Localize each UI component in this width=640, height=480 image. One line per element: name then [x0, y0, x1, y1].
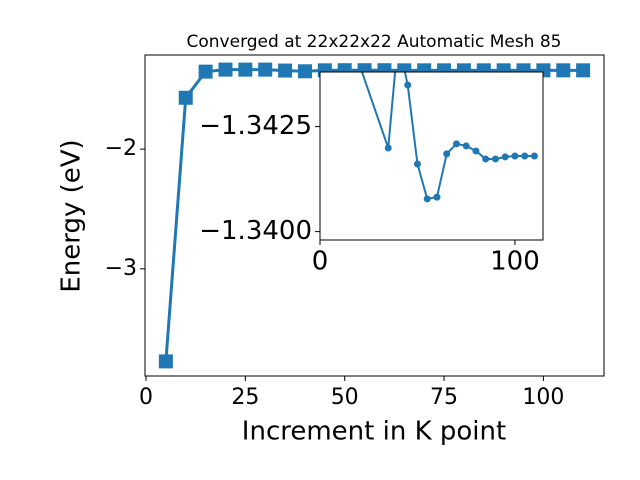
marker [443, 150, 451, 158]
marker [404, 81, 412, 89]
marker [413, 160, 421, 168]
y-axis-label: Energy (eV) [57, 139, 87, 292]
y-tick-label: −1.3425 [199, 111, 312, 141]
marker [198, 64, 213, 79]
marker [556, 63, 571, 78]
x-tick-label: 0 [312, 247, 329, 277]
marker [491, 155, 499, 163]
y-tick-label: −3 [105, 256, 137, 281]
marker [521, 152, 529, 160]
series-line [164, 68, 584, 362]
x-tick-label: 100 [522, 385, 564, 410]
axes-frame [144, 54, 605, 377]
marker [278, 63, 293, 78]
marker [576, 63, 591, 78]
axes-frame [319, 71, 544, 241]
x-tick-label: 100 [490, 247, 540, 277]
marker [258, 62, 273, 77]
marker [433, 193, 441, 201]
y-tick-label: −2 [105, 136, 137, 161]
x-tick-label: 0 [139, 385, 153, 410]
series [158, 62, 591, 369]
marker [511, 152, 519, 160]
x-tick-label: 50 [331, 385, 359, 410]
marker [238, 62, 253, 77]
marker [384, 144, 392, 152]
marker [530, 152, 538, 160]
chart-title: Converged at 22x22x22 Automatic Mesh 85 [187, 32, 562, 52]
marker [482, 155, 490, 163]
marker [472, 147, 480, 155]
x-tick-label: 25 [231, 385, 259, 410]
marker [158, 354, 173, 369]
y-tick-label: −1.3400 [199, 216, 312, 246]
marker [178, 90, 193, 105]
marker [501, 153, 509, 161]
marker [423, 195, 431, 203]
x-tick-label: 75 [430, 385, 458, 410]
marker [218, 62, 233, 77]
marker [297, 64, 312, 79]
marker [462, 142, 470, 150]
x-axis-label: Increment in K point [242, 417, 506, 447]
series [360, 72, 538, 203]
marker [452, 140, 460, 148]
